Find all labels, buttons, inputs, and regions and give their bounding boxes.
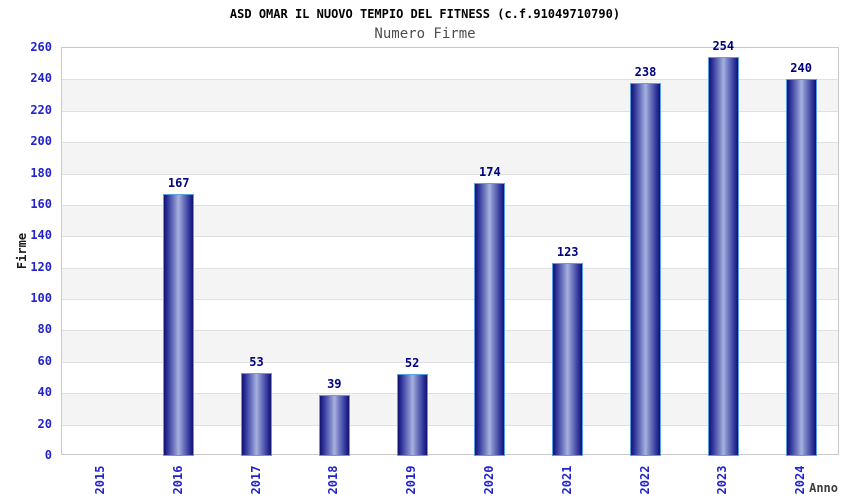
chart-title: ASD OMAR IL NUOVO TEMPIO DEL FITNESS (c.… xyxy=(229,7,621,21)
x-tick-label: 2017 xyxy=(248,465,263,495)
gridline xyxy=(62,173,838,175)
plot-area: 167 53 39 52 174 123 238 254 240 xyxy=(61,39,839,456)
bar-value-label: 174 xyxy=(479,164,501,179)
bar-value-label: 39 xyxy=(327,376,342,391)
y-tick-label: 220 xyxy=(30,102,52,117)
bar-value-label: 167 xyxy=(167,175,190,190)
y-tick-label: 0 xyxy=(44,448,52,462)
bar xyxy=(318,394,350,456)
bar-value-label: 52 xyxy=(404,356,420,371)
x-tick-label: 2021 xyxy=(559,465,574,495)
gridline xyxy=(62,361,838,363)
gridline xyxy=(62,204,838,206)
gridline xyxy=(62,330,838,332)
y-tick-label: 60 xyxy=(37,353,52,368)
x-tick-label: 2016 xyxy=(170,465,185,495)
x-tick-label: 2019 xyxy=(404,465,419,495)
bar-value-label: 123 xyxy=(556,244,579,259)
y-tick-label: 200 xyxy=(30,134,52,149)
y-tick-label: 160 xyxy=(30,196,52,211)
gridline xyxy=(62,424,838,426)
y-tick-label: 180 xyxy=(30,165,52,180)
x-axis-label: Anno xyxy=(809,481,838,495)
gridline xyxy=(62,110,838,112)
x-tick-label: 2015 xyxy=(92,465,107,495)
bar xyxy=(630,82,661,456)
bar-value-label: 238 xyxy=(634,64,657,79)
gridline xyxy=(62,236,838,238)
y-tick-label: 20 xyxy=(37,416,52,431)
y-tick-label: 260 xyxy=(30,40,52,54)
gridline xyxy=(62,142,838,144)
bar xyxy=(241,372,272,456)
bar xyxy=(707,57,739,456)
gridline xyxy=(62,267,838,269)
y-tick-label: 120 xyxy=(30,259,52,274)
x-tick-label: 2018 xyxy=(326,465,341,495)
y-tick-label: 40 xyxy=(37,385,52,400)
gridline xyxy=(62,79,838,81)
y-tick-label: 140 xyxy=(30,228,52,243)
y-tick-label: 240 xyxy=(30,71,52,86)
bar-value-label: 254 xyxy=(712,39,735,54)
bar-value-label: 53 xyxy=(249,354,264,369)
x-tick-label: 2020 xyxy=(481,465,496,495)
x-tick-label: 2023 xyxy=(715,465,730,495)
y-tick-label: 80 xyxy=(37,322,52,337)
bar xyxy=(396,374,428,456)
bar xyxy=(163,193,195,456)
gridline xyxy=(62,393,838,395)
gridline xyxy=(62,299,838,301)
bar-value-label: 240 xyxy=(790,61,812,76)
chart-subtitle: Numero Firme xyxy=(374,26,476,42)
x-tick-label: 2022 xyxy=(637,465,652,495)
bar xyxy=(474,182,506,456)
bar xyxy=(552,262,584,456)
bar xyxy=(785,79,817,456)
y-tick-label: 100 xyxy=(30,291,52,306)
x-tick-label: 2024 xyxy=(793,465,808,495)
